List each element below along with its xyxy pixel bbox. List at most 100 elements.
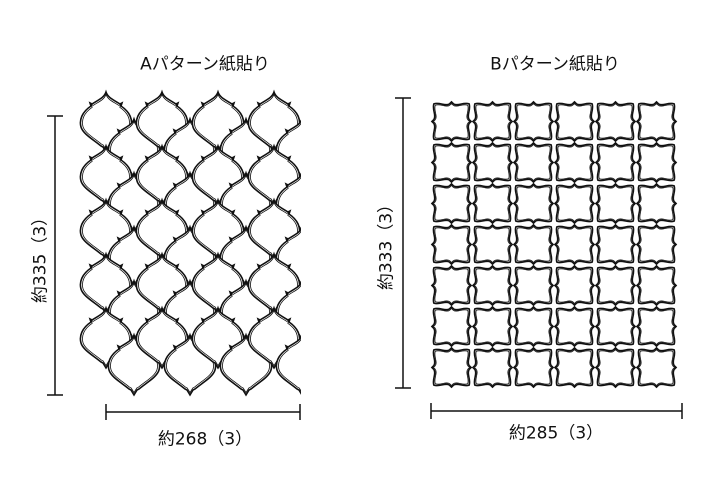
ogee-tile xyxy=(430,264,473,307)
lantern-tile xyxy=(275,227,301,287)
ogee-tile-inner-edge xyxy=(555,348,594,387)
ogee-tile-inner-edge xyxy=(432,348,471,387)
ogee-tile-inner-edge xyxy=(514,143,553,182)
pattern-b-tiles xyxy=(430,100,678,389)
ogee-tile xyxy=(594,100,637,143)
ogee-tile xyxy=(635,346,678,389)
ogee-tile xyxy=(553,223,596,266)
ogee-tile xyxy=(553,141,596,184)
ogee-tile xyxy=(635,182,678,225)
lantern-tile-inner-edge xyxy=(138,309,186,367)
ogee-tile xyxy=(471,264,514,307)
ogee-tile xyxy=(430,305,473,348)
lantern-tile-inner-edge xyxy=(278,284,301,338)
ogee-tile-inner-edge xyxy=(514,225,553,264)
ogee-tile-inner-edge xyxy=(555,102,594,141)
ogee-tile xyxy=(635,223,678,266)
pattern-a-width-label: 約268（3） xyxy=(157,429,253,450)
ogee-tile xyxy=(471,223,514,266)
ogee-tile-inner-edge xyxy=(432,266,471,305)
lantern-tile-inner-edge xyxy=(278,338,301,392)
ogee-tile-inner-edge xyxy=(596,225,635,264)
ogee-tile xyxy=(512,141,555,184)
ogee-tile-inner-edge xyxy=(637,184,676,223)
ogee-tile-inner-edge xyxy=(514,348,553,387)
ogee-tile xyxy=(594,305,637,348)
ogee-tile-inner-edge xyxy=(514,266,553,305)
ogee-tile xyxy=(430,182,473,225)
ogee-tile xyxy=(594,141,637,184)
ogee-tile-inner-edge xyxy=(596,266,635,305)
ogee-tile-inner-edge xyxy=(596,307,635,346)
ogee-tile xyxy=(471,141,514,184)
ogee-tile xyxy=(512,305,555,348)
lantern-tile xyxy=(275,281,301,341)
lantern-tile-inner-edge xyxy=(278,230,301,284)
pattern-a-title: Aパターン紙貼り xyxy=(140,54,270,75)
ogee-tile-inner-edge xyxy=(432,102,471,141)
ogee-tile-inner-edge xyxy=(514,102,553,141)
ogee-tile xyxy=(471,346,514,389)
ogee-tile-inner-edge xyxy=(473,184,512,223)
ogee-tile-inner-edge xyxy=(514,307,553,346)
ogee-tile-inner-edge xyxy=(432,225,471,264)
ogee-tile xyxy=(553,346,596,389)
lantern-tile-inner-edge xyxy=(194,309,242,367)
ogee-tile-inner-edge xyxy=(637,307,676,346)
ogee-tile xyxy=(553,100,596,143)
ogee-tile-inner-edge xyxy=(473,266,512,305)
ogee-tile xyxy=(635,100,678,143)
ogee-tile-inner-edge xyxy=(432,143,471,182)
ogee-tile-inner-edge xyxy=(555,184,594,223)
pattern-a-height-dimension xyxy=(47,115,63,396)
lantern-tile-inner-edge xyxy=(82,309,130,367)
pattern-a-tiles xyxy=(79,89,301,397)
ogee-tile xyxy=(512,223,555,266)
ogee-tile-inner-edge xyxy=(432,184,471,223)
ogee-tile-inner-edge xyxy=(596,184,635,223)
ogee-tile-inner-edge xyxy=(555,143,594,182)
lantern-tile xyxy=(275,173,301,233)
ogee-tile xyxy=(553,182,596,225)
ogee-tile xyxy=(635,305,678,348)
ogee-tile xyxy=(553,264,596,307)
ogee-tile-inner-edge xyxy=(514,184,553,223)
ogee-tile-inner-edge xyxy=(473,102,512,141)
ogee-tile xyxy=(512,346,555,389)
ogee-tile-inner-edge xyxy=(555,307,594,346)
pattern-a-height-label: 約335（3） xyxy=(30,208,51,304)
ogee-tile-inner-edge xyxy=(596,348,635,387)
ogee-tile-inner-edge xyxy=(637,225,676,264)
ogee-tile xyxy=(594,346,637,389)
ogee-tile xyxy=(430,100,473,143)
ogee-tile xyxy=(594,264,637,307)
ogee-tile xyxy=(471,182,514,225)
pattern-b-width-label: 約285（3） xyxy=(508,423,604,444)
ogee-tile xyxy=(512,100,555,143)
ogee-tile xyxy=(594,223,637,266)
ogee-tile xyxy=(512,264,555,307)
ogee-tile-inner-edge xyxy=(473,225,512,264)
lantern-tile-inner-edge xyxy=(278,176,301,230)
ogee-tile-inner-edge xyxy=(637,266,676,305)
ogee-tile xyxy=(471,100,514,143)
ogee-tile xyxy=(512,182,555,225)
ogee-tile xyxy=(430,141,473,184)
ogee-tile-inner-edge xyxy=(637,102,676,141)
pattern-a-width-dimension xyxy=(105,404,301,420)
ogee-tile-inner-edge xyxy=(473,307,512,346)
ogee-tile xyxy=(594,182,637,225)
ogee-tile-inner-edge xyxy=(596,102,635,141)
ogee-tile-inner-edge xyxy=(473,143,512,182)
ogee-tile xyxy=(553,305,596,348)
lantern-tile-inner-edge xyxy=(278,122,301,176)
lantern-tile-inner-edge xyxy=(250,309,298,367)
ogee-tile xyxy=(635,141,678,184)
ogee-tile xyxy=(430,346,473,389)
lantern-tile xyxy=(275,119,301,179)
ogee-tile-inner-edge xyxy=(637,348,676,387)
pattern-b-height-label: 約333（3） xyxy=(376,195,397,291)
ogee-tile xyxy=(430,223,473,266)
ogee-tile xyxy=(635,264,678,307)
